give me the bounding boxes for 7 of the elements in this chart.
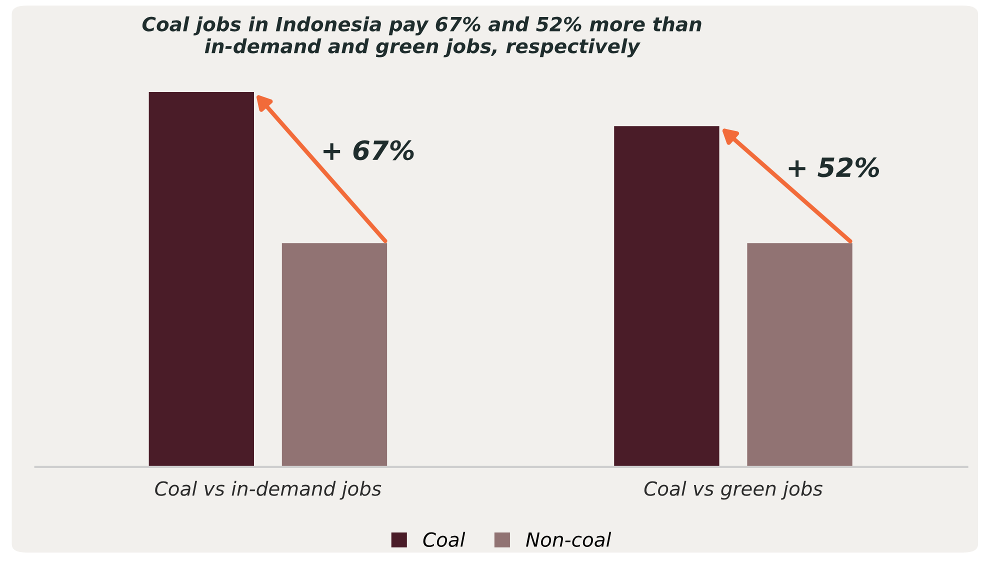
annotation: + 52% xyxy=(788,157,880,178)
x-tick-label: Coal vs green jobs xyxy=(644,480,822,500)
annotation: + 67% xyxy=(324,140,414,160)
legend-label: Coal xyxy=(423,532,466,547)
chart-title: Coal jobs in Indonesia pay 67% and 52% more than in-demand and green jobs, respectively xyxy=(142,16,702,58)
legend-label: Non-coal xyxy=(526,532,612,547)
x-tick-label: Coal vs in-demand jobs xyxy=(155,480,382,500)
